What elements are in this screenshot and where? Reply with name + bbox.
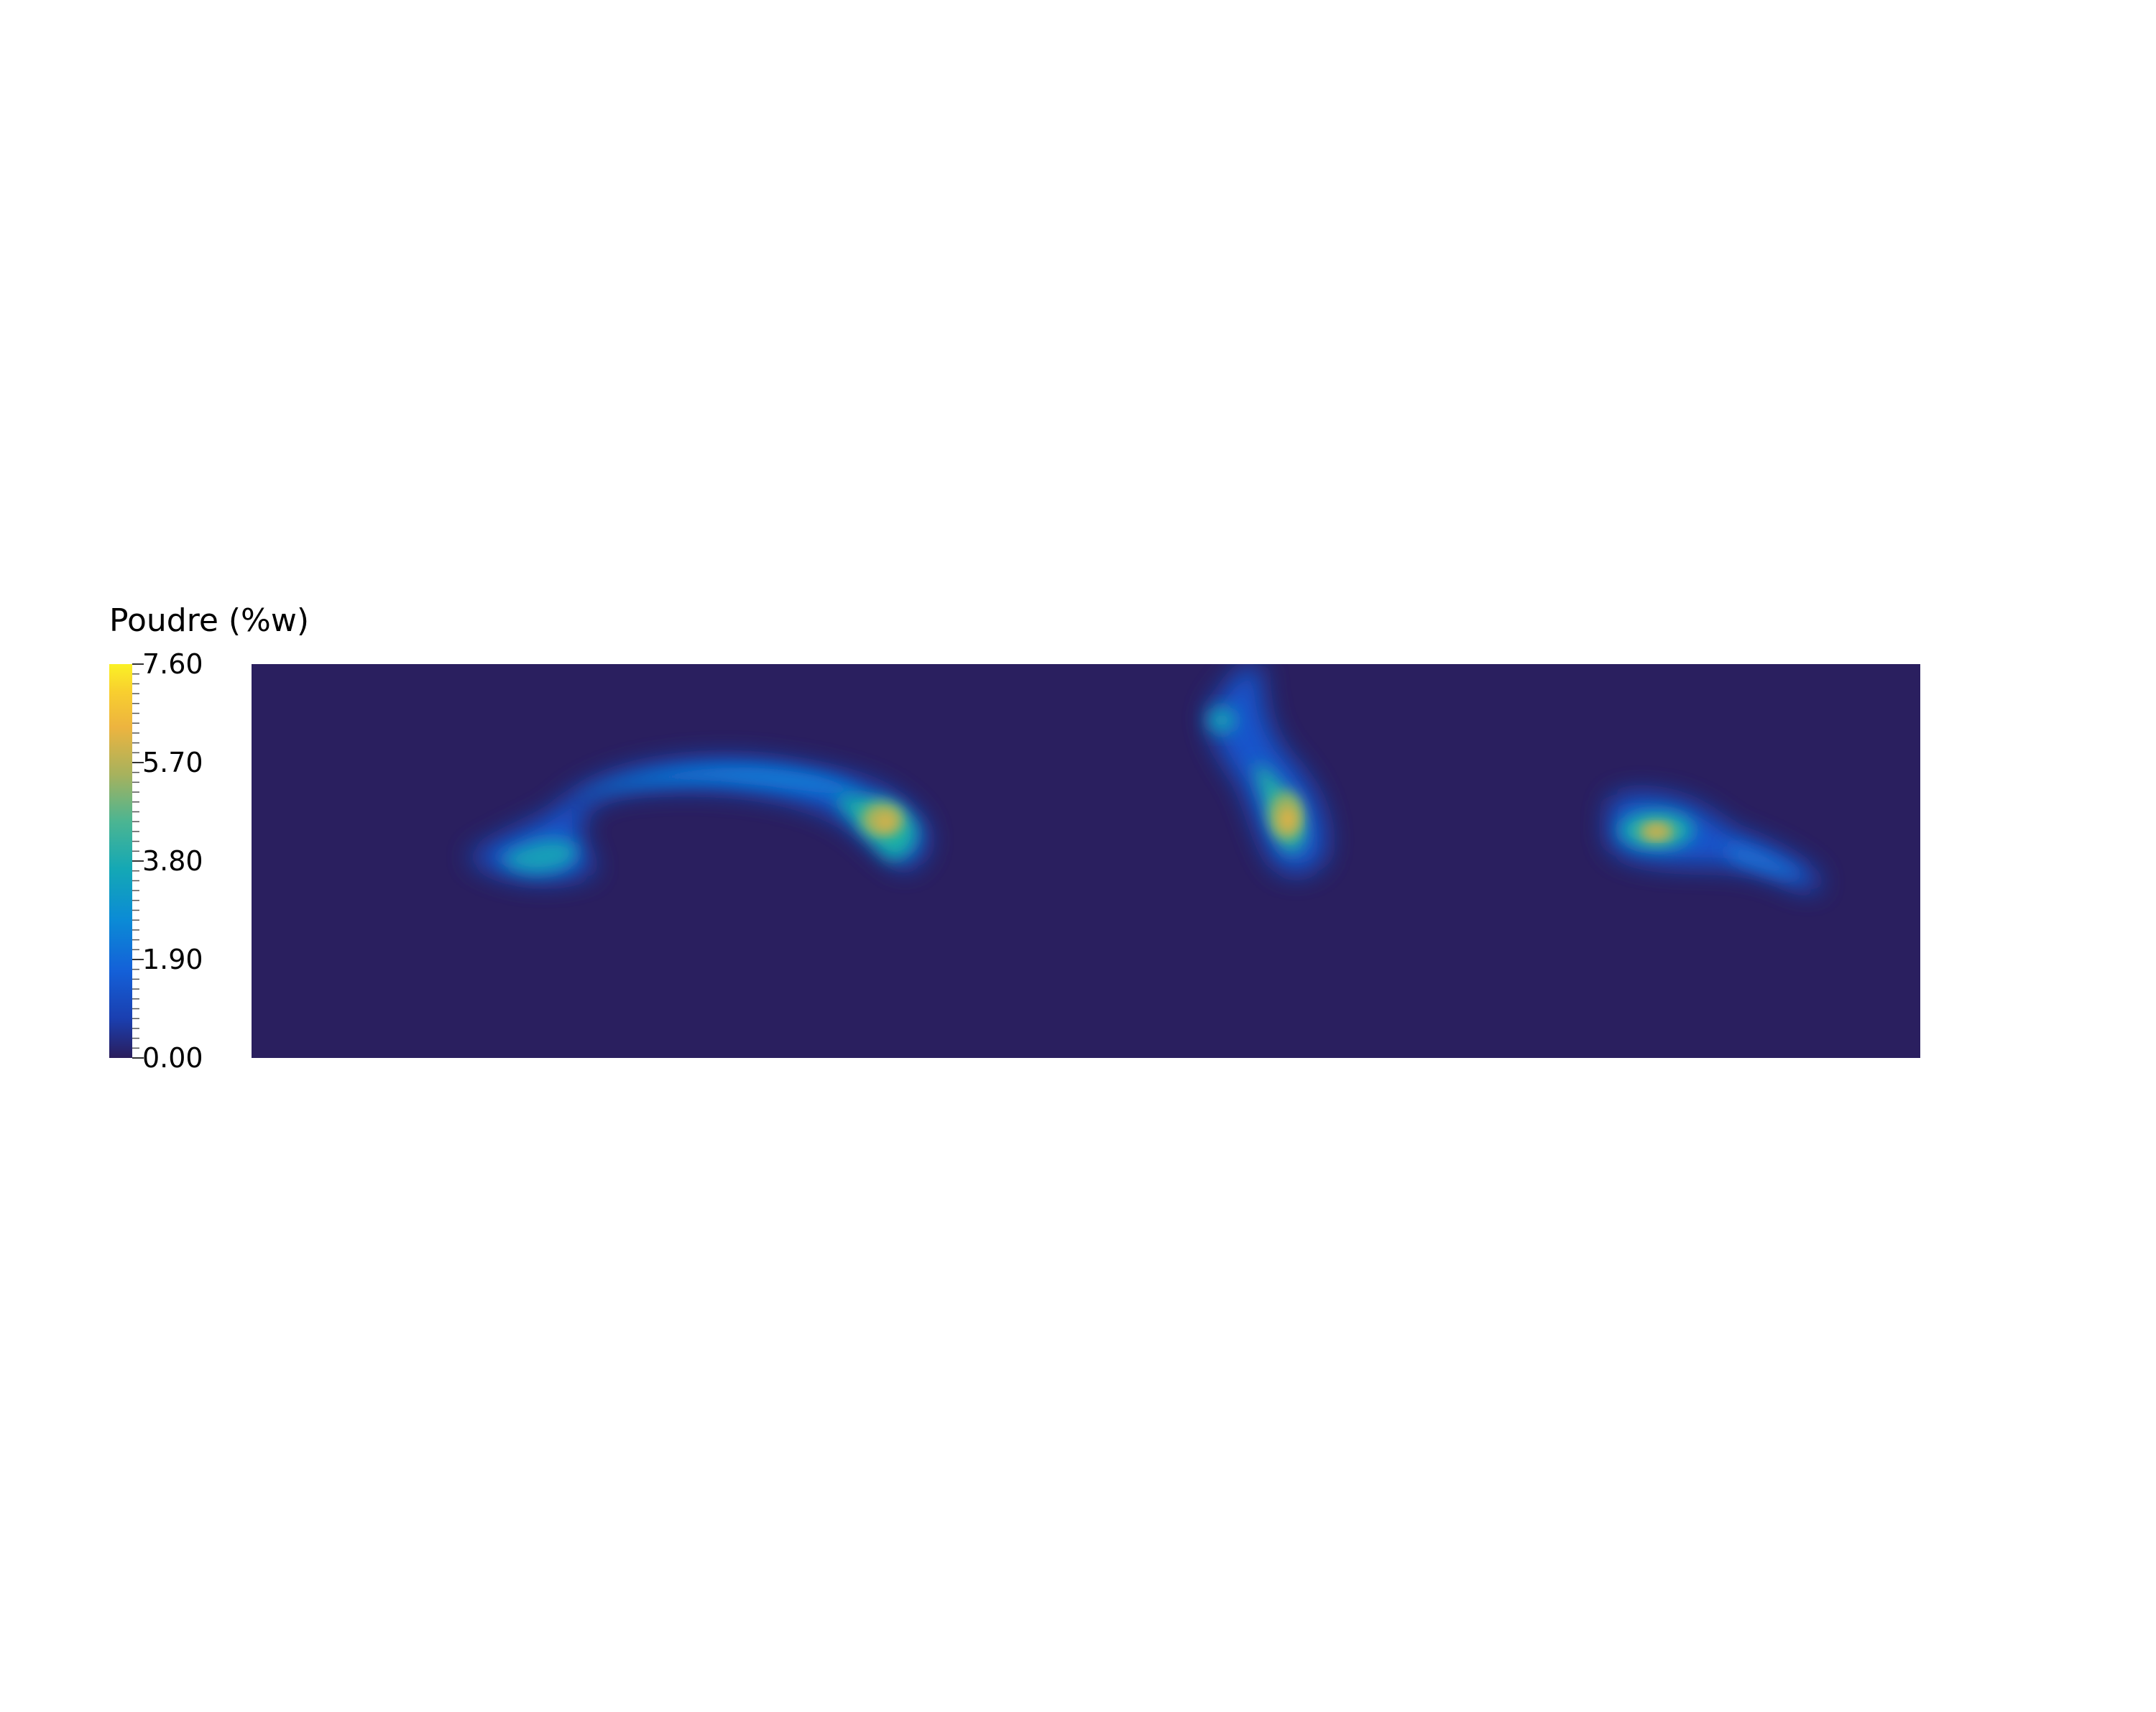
colorbar-title: Poudre (%w) (109, 602, 310, 639)
colorbar-tick-label: 3.80 (142, 845, 203, 877)
plume-center (1207, 664, 1327, 874)
colorbar-tick-label: 7.60 (142, 648, 203, 680)
colorbar-gradient (109, 664, 132, 1058)
colorbar-tick-label: 0.00 (142, 1042, 203, 1074)
colorbar (109, 663, 144, 1059)
colorbar-ticks (132, 663, 144, 1059)
colorbar-tick-label: 1.90 (142, 944, 203, 975)
colorbar-tick-label: 5.70 (142, 747, 203, 778)
heatmap-field (252, 664, 1920, 1058)
plume-right (1607, 793, 1820, 890)
plume-left-arc (467, 758, 927, 881)
